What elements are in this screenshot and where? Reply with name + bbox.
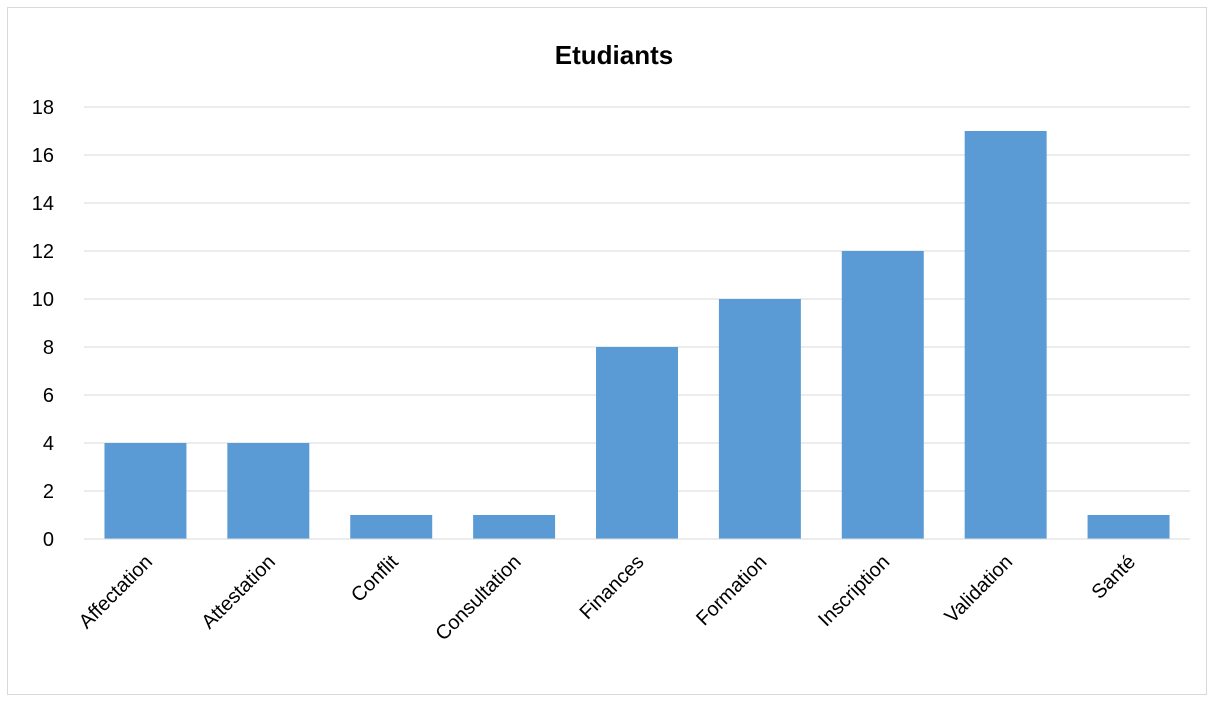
y-tick-label: 10 — [32, 289, 54, 311]
x-tick-label: Attestation — [197, 551, 279, 633]
bar-formation — [718, 299, 801, 539]
y-tick-label: 6 — [43, 385, 54, 407]
bar-validation — [964, 131, 1047, 539]
x-tick-label: Santé — [1088, 551, 1141, 604]
bar-inscription — [841, 251, 924, 539]
x-axis-ticks: Affectation Attestation Conflit Consultatio… — [75, 551, 1140, 645]
y-tick-label: 12 — [32, 241, 54, 263]
bar-conflit — [350, 515, 433, 539]
y-tick-label: 2 — [43, 481, 54, 503]
x-tick-label: Conflit — [347, 551, 403, 607]
bar-finances — [596, 347, 678, 539]
x-tick-label: Consultation — [431, 551, 525, 645]
y-tick-label: 16 — [32, 145, 54, 167]
y-tick-label: 14 — [32, 193, 54, 215]
bar-attestation — [227, 443, 310, 539]
x-tick-label: Inscription — [814, 551, 894, 631]
chart-title: Etudiants — [555, 40, 673, 70]
y-tick-label: 8 — [43, 337, 54, 359]
bar-affectation — [104, 443, 187, 539]
x-tick-label: Affectation — [75, 551, 157, 633]
y-tick-label: 0 — [43, 529, 54, 551]
x-tick-label: Finances — [576, 551, 649, 624]
x-tick-label: Formation — [692, 551, 771, 630]
bar-consultation — [473, 515, 556, 539]
y-tick-label: 4 — [43, 433, 54, 455]
x-tick-label: Validation — [941, 551, 1018, 628]
y-axis-ticks: 0 2 4 6 8 10 12 14 16 18 — [32, 97, 54, 551]
y-tick-label: 18 — [32, 97, 54, 119]
bar-santé — [1087, 515, 1170, 539]
bars — [104, 131, 1170, 539]
